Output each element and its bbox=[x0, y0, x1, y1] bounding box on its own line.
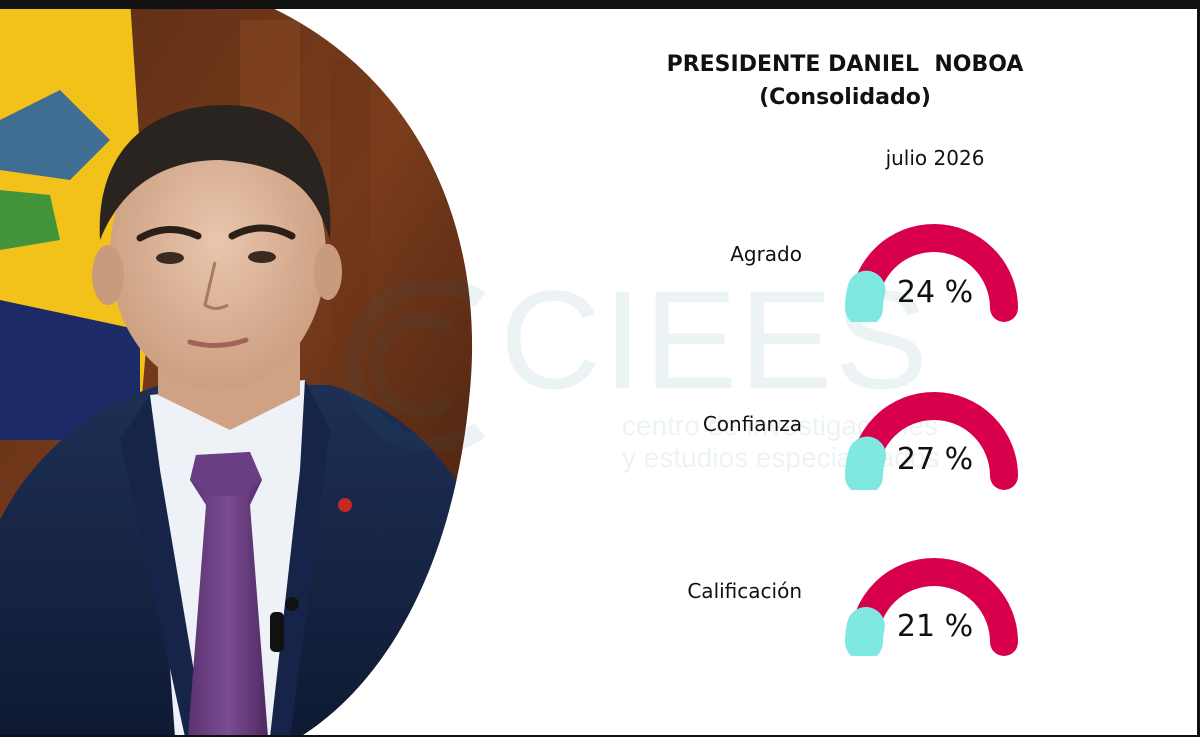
portrait-photo bbox=[0, 0, 473, 737]
gauge-confianza bbox=[845, 392, 1018, 490]
bottom-border bbox=[0, 735, 1200, 737]
top-border bbox=[0, 0, 1200, 9]
gauge-value-calificacion: 21 % bbox=[896, 609, 974, 644]
chart-subtitle: (Consolidado) bbox=[759, 85, 931, 110]
chart-title: PRESIDENTE DANIEL NOBOA bbox=[666, 52, 1024, 77]
period-label: julio 2026 bbox=[885, 146, 985, 170]
metric-label-agrado: Agrado bbox=[730, 242, 802, 266]
gauge-fill bbox=[845, 606, 885, 656]
gauge-calificacion bbox=[845, 558, 1018, 656]
metric-label-calificacion: Calificación bbox=[687, 579, 802, 603]
gauge-agrado bbox=[844, 224, 1018, 322]
gauge-value-confianza: 27 % bbox=[896, 442, 974, 477]
gauge-fill bbox=[845, 436, 887, 490]
metric-label-confianza: Confianza bbox=[702, 412, 802, 436]
gauge-value-agrado: 24 % bbox=[896, 275, 974, 310]
right-border bbox=[1197, 0, 1200, 737]
gauge-fill bbox=[844, 270, 886, 322]
